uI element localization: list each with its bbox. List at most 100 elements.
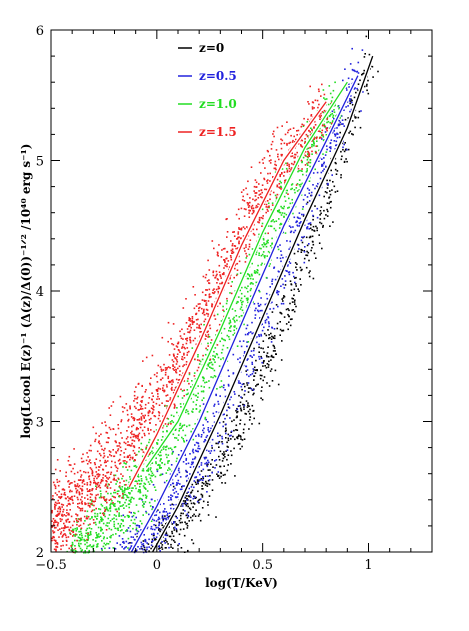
data-point bbox=[278, 211, 281, 214]
data-point bbox=[101, 512, 104, 515]
data-point bbox=[62, 544, 64, 547]
data-point bbox=[279, 180, 281, 183]
data-point bbox=[127, 441, 129, 443]
data-point bbox=[172, 547, 174, 549]
data-point bbox=[290, 184, 293, 186]
data-point bbox=[347, 77, 350, 80]
data-point bbox=[114, 527, 116, 530]
data-point bbox=[118, 515, 120, 517]
data-point bbox=[107, 478, 109, 480]
data-point bbox=[289, 141, 292, 144]
data-point bbox=[312, 243, 315, 246]
data-point bbox=[207, 469, 210, 471]
data-point bbox=[193, 307, 196, 310]
data-point bbox=[80, 532, 83, 535]
data-point bbox=[152, 474, 155, 476]
data-point bbox=[128, 515, 130, 518]
data-point bbox=[194, 394, 197, 397]
data-point bbox=[57, 513, 60, 516]
data-point bbox=[274, 350, 276, 352]
data-point bbox=[248, 331, 250, 334]
data-point bbox=[68, 529, 71, 532]
data-point bbox=[102, 537, 105, 540]
data-point bbox=[211, 305, 213, 307]
data-point bbox=[216, 282, 218, 284]
data-point bbox=[302, 213, 305, 216]
data-point bbox=[203, 427, 205, 430]
data-point bbox=[57, 499, 59, 502]
data-point bbox=[167, 518, 170, 520]
data-point bbox=[218, 421, 221, 424]
data-point bbox=[247, 206, 250, 208]
data-point bbox=[212, 367, 214, 370]
data-point bbox=[325, 98, 328, 100]
data-point bbox=[325, 151, 328, 153]
data-point bbox=[73, 495, 76, 497]
data-point bbox=[159, 547, 161, 549]
data-point bbox=[62, 533, 65, 536]
data-point bbox=[267, 346, 269, 348]
data-point bbox=[158, 548, 160, 550]
data-point bbox=[55, 546, 57, 548]
y-tick-label: 6 bbox=[36, 24, 44, 39]
data-point bbox=[259, 377, 262, 380]
data-point bbox=[377, 70, 379, 73]
data-point bbox=[295, 285, 297, 287]
data-point bbox=[268, 334, 270, 336]
data-point bbox=[288, 197, 290, 200]
data-point bbox=[258, 351, 260, 353]
data-point bbox=[61, 515, 64, 517]
data-point bbox=[170, 507, 172, 510]
data-point bbox=[171, 532, 174, 535]
data-point bbox=[105, 465, 107, 467]
data-point bbox=[195, 305, 198, 307]
data-point bbox=[348, 86, 350, 88]
data-point bbox=[207, 475, 209, 477]
data-point bbox=[138, 480, 141, 482]
data-point bbox=[151, 354, 154, 357]
data-point bbox=[291, 183, 294, 185]
data-point bbox=[256, 309, 259, 312]
data-point bbox=[208, 483, 211, 486]
data-point bbox=[351, 99, 353, 102]
data-point bbox=[98, 520, 101, 523]
data-point bbox=[367, 92, 370, 95]
data-point bbox=[240, 299, 242, 302]
data-point bbox=[356, 70, 359, 73]
data-point bbox=[177, 524, 179, 526]
data-point bbox=[328, 146, 331, 149]
data-point bbox=[130, 519, 133, 522]
data-point bbox=[142, 395, 144, 398]
data-point bbox=[258, 247, 261, 250]
data-point bbox=[142, 485, 145, 487]
data-point bbox=[259, 374, 262, 377]
data-point bbox=[306, 254, 309, 257]
data-point bbox=[333, 130, 335, 132]
data-point bbox=[279, 328, 282, 331]
data-point bbox=[99, 482, 102, 484]
data-point bbox=[189, 466, 192, 468]
data-point bbox=[212, 358, 214, 360]
data-point bbox=[344, 149, 347, 151]
data-point bbox=[127, 488, 129, 490]
data-point bbox=[130, 432, 132, 434]
data-point bbox=[281, 173, 283, 175]
data-point bbox=[264, 303, 267, 306]
data-point bbox=[158, 522, 161, 525]
data-point bbox=[283, 316, 286, 318]
data-point bbox=[286, 142, 288, 145]
data-point bbox=[131, 487, 133, 489]
data-point bbox=[140, 412, 143, 415]
data-point bbox=[352, 133, 354, 136]
data-point bbox=[130, 536, 133, 538]
data-point bbox=[206, 309, 209, 311]
data-point bbox=[301, 139, 303, 142]
data-point bbox=[308, 155, 311, 157]
data-point bbox=[308, 200, 311, 202]
data-point bbox=[233, 391, 236, 393]
data-point bbox=[260, 254, 263, 257]
data-point bbox=[107, 517, 110, 520]
data-point bbox=[250, 387, 253, 390]
data-point bbox=[132, 417, 134, 420]
data-point bbox=[113, 520, 115, 523]
